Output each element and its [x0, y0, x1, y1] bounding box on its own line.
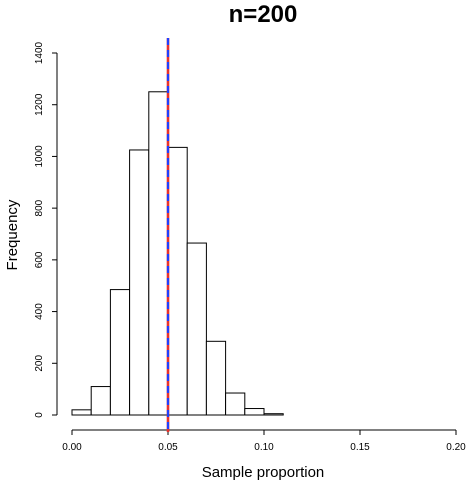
chart-title: n=200	[229, 1, 298, 28]
histogram-bar-10	[263, 413, 284, 416]
y-tick-label: 1200	[34, 93, 45, 116]
histogram-bar-4	[148, 91, 169, 416]
histogram-bar-3	[129, 149, 150, 416]
histogram-bar-5	[167, 146, 188, 416]
x-axis-label: Sample proportion	[202, 464, 325, 481]
histogram-bar-6	[186, 242, 207, 416]
histogram-bar-0	[71, 409, 92, 416]
x-tick-label: 0.00	[62, 442, 82, 453]
histogram-bar-8	[225, 392, 246, 416]
axes-group: 0.00 0.05 0.10 0.15 0.20 0 200 400 600 800 1000 120…	[34, 41, 466, 453]
x-tick-label: 0.15	[350, 442, 370, 453]
x-tick-label: 0.10	[254, 442, 274, 453]
histogram-bar-2	[109, 289, 131, 416]
y-tick-label: 1400	[34, 41, 45, 64]
y-tick-label: 1000	[34, 145, 45, 168]
x-tick-label: 0.20	[446, 442, 466, 453]
histogram-bar-7	[205, 340, 227, 416]
y-tick-label: 600	[34, 251, 45, 268]
x-tick-label: 0.05	[158, 442, 178, 453]
bars-group	[71, 91, 284, 416]
y-tick-label: 800	[34, 199, 45, 216]
y-tick-label: 400	[34, 303, 45, 320]
histogram-bar-9	[244, 408, 265, 416]
y-tick-label: 0	[34, 412, 45, 418]
histogram-bar-1	[90, 386, 111, 416]
y-tick-label: 200	[34, 355, 45, 372]
y-axis-label: Frequency	[4, 199, 21, 270]
